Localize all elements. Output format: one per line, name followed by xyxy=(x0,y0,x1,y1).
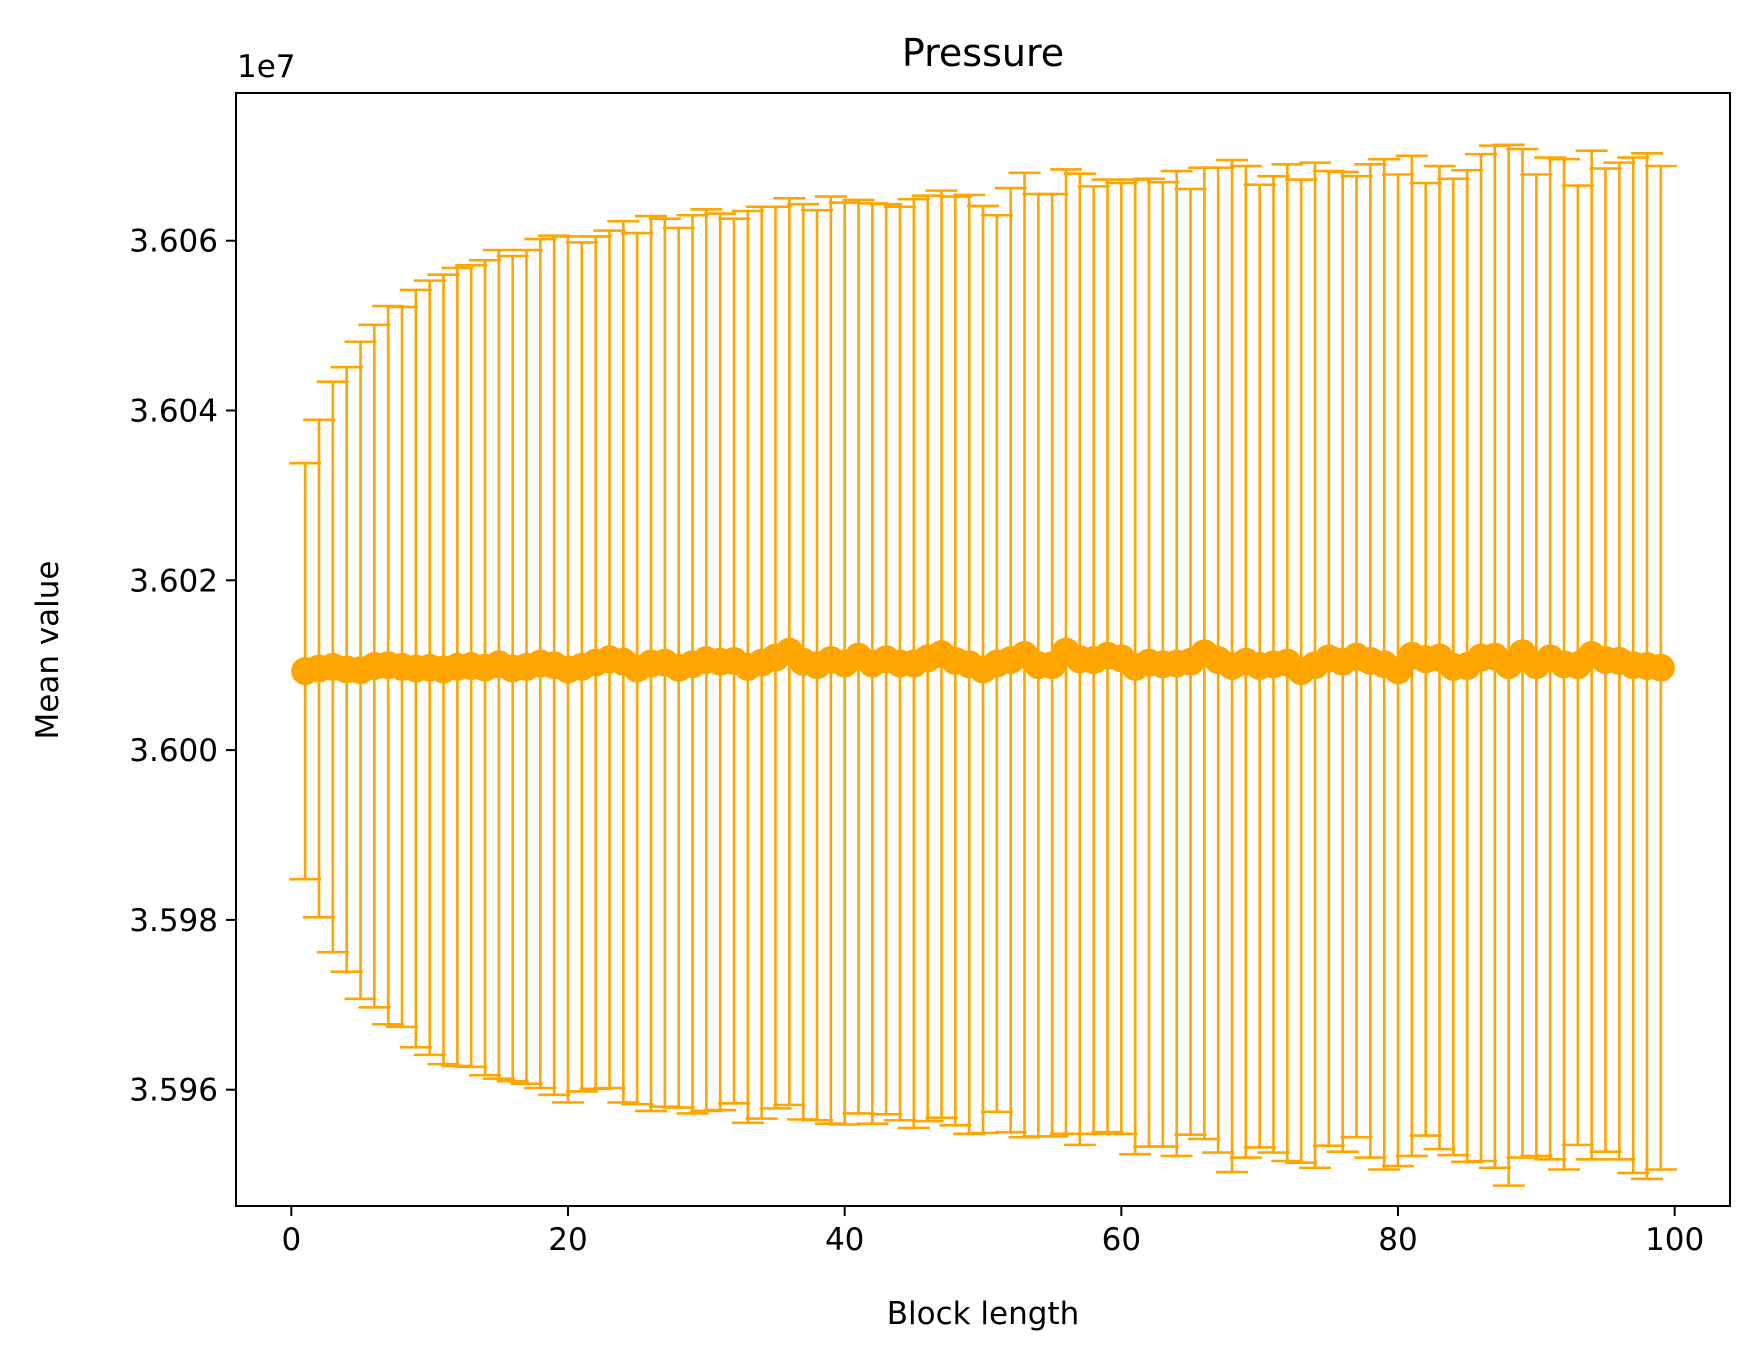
x-axis-label: Block length xyxy=(887,1296,1080,1332)
x-tick-label: 20 xyxy=(548,1222,587,1258)
y-tick-label: 3.604 xyxy=(129,394,218,430)
y-tick-label: 3.596 xyxy=(129,1073,218,1109)
y-tick-label: 3.600 xyxy=(129,733,218,769)
data-point xyxy=(1646,653,1675,682)
y-tick-label: 3.602 xyxy=(129,563,218,599)
y-axis-label: Mean value xyxy=(30,561,66,740)
x-axis-ticks: 0 20 40 60 80 100 xyxy=(281,1206,1704,1258)
x-tick-label: 60 xyxy=(1102,1222,1141,1258)
x-tick-label: 100 xyxy=(1645,1222,1704,1258)
plot-frame xyxy=(235,92,1731,1207)
plot-area xyxy=(289,143,1677,1187)
x-tick-label: 80 xyxy=(1378,1222,1417,1258)
x-tick-label: 40 xyxy=(825,1222,864,1258)
y-axis-ticks: 3.596 3.598 3.600 3.602 3.604 3.606 xyxy=(129,224,236,1109)
x-tick-label: 0 xyxy=(281,1222,301,1258)
y-tick-label: 3.598 xyxy=(129,903,218,939)
y-offset-label: 1e7 xyxy=(237,49,296,85)
chart-title: Pressure xyxy=(902,31,1064,75)
data-markers xyxy=(291,637,1675,686)
y-tick-label: 3.606 xyxy=(129,224,218,260)
